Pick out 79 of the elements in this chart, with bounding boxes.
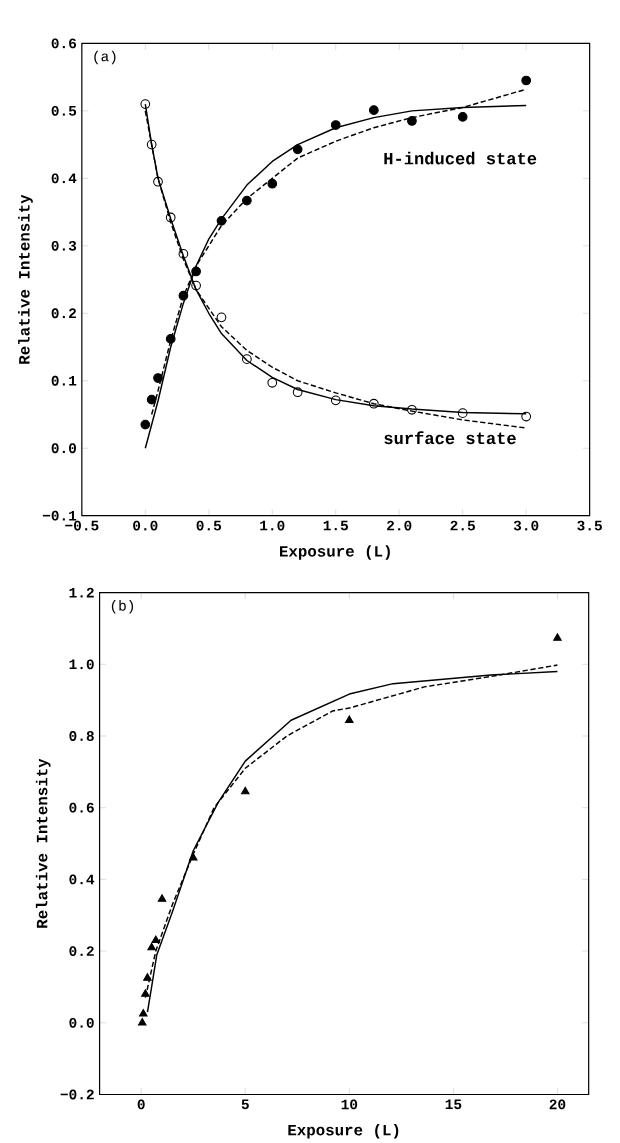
point bbox=[344, 715, 354, 723]
point bbox=[157, 894, 167, 902]
point bbox=[457, 112, 468, 122]
point bbox=[191, 280, 201, 291]
point bbox=[178, 249, 189, 259]
point bbox=[178, 290, 189, 301]
x-tick-label: 3.5 bbox=[577, 520, 602, 531]
point bbox=[138, 1008, 148, 1017]
point bbox=[165, 212, 176, 223]
point bbox=[191, 266, 201, 277]
point bbox=[267, 377, 278, 388]
point bbox=[406, 116, 417, 126]
y-tick-label: 0.0 bbox=[51, 443, 76, 454]
point bbox=[553, 633, 562, 641]
point bbox=[267, 178, 278, 189]
x-tick-label: 1.0 bbox=[260, 520, 285, 531]
annotation: (b) bbox=[111, 600, 133, 614]
point bbox=[140, 419, 151, 430]
point bbox=[330, 395, 341, 406]
annotation: H-induced state bbox=[384, 151, 537, 165]
point bbox=[147, 942, 156, 951]
point bbox=[292, 144, 303, 155]
point bbox=[137, 1017, 147, 1026]
point bbox=[241, 354, 252, 365]
y-tick-label: 0.4 bbox=[69, 874, 95, 885]
point bbox=[240, 786, 250, 795]
x-tick-label: 3.0 bbox=[513, 520, 539, 531]
y-tick-label: 0.2 bbox=[69, 946, 94, 957]
y-tick-label: 0.3 bbox=[51, 240, 77, 251]
point bbox=[140, 989, 150, 997]
y-tick-label: 0.1 bbox=[51, 375, 77, 386]
point bbox=[188, 853, 198, 861]
point bbox=[146, 139, 157, 150]
x-tick-label: 2.0 bbox=[386, 520, 412, 531]
x-tick-label: 0 bbox=[137, 1099, 145, 1110]
point bbox=[292, 387, 303, 398]
point bbox=[368, 398, 379, 409]
y-tick-label: −0.1 bbox=[42, 510, 77, 521]
point bbox=[330, 120, 341, 130]
x-tick-label: 10 bbox=[341, 1099, 358, 1110]
x-axis-title: Exposure (L) bbox=[279, 545, 390, 560]
x-tick-label: 0.0 bbox=[133, 520, 158, 531]
x-tick-label: −0.5 bbox=[65, 520, 99, 531]
y-axis-title: Relative Intensity bbox=[35, 758, 51, 928]
point bbox=[151, 935, 160, 944]
y-tick-label: 1.0 bbox=[69, 659, 94, 670]
point bbox=[153, 373, 163, 383]
point bbox=[457, 408, 468, 419]
point bbox=[406, 404, 417, 415]
x-tick-label: 0.5 bbox=[196, 520, 221, 531]
point bbox=[216, 215, 227, 226]
y-tick-label: 1.2 bbox=[69, 587, 94, 598]
point bbox=[143, 973, 152, 981]
y-axis-title: Relative Intensity bbox=[17, 194, 33, 364]
point bbox=[368, 105, 379, 116]
point bbox=[146, 394, 157, 405]
y-tick-label: 0.6 bbox=[51, 38, 76, 49]
point bbox=[216, 312, 227, 323]
x-tick-label: 15 bbox=[445, 1099, 462, 1110]
y-tick-label: 0.5 bbox=[51, 105, 76, 116]
point bbox=[241, 195, 252, 206]
y-tick-label: 0.6 bbox=[69, 802, 94, 813]
y-tick-label: 0.0 bbox=[69, 1017, 94, 1028]
x-tick-label: 2.5 bbox=[450, 520, 475, 531]
y-tick-label: 0.8 bbox=[69, 731, 94, 741]
annotation: surface state bbox=[384, 431, 516, 445]
y-tick-label: 0.2 bbox=[51, 308, 76, 319]
point bbox=[153, 176, 163, 187]
y-tick-label: −0.2 bbox=[60, 1089, 94, 1100]
point bbox=[521, 75, 531, 86]
x-tick-label: 20 bbox=[549, 1099, 566, 1110]
x-tick-label: 5 bbox=[241, 1099, 249, 1110]
y-tick-label: 0.4 bbox=[51, 173, 77, 184]
point bbox=[140, 99, 151, 109]
point bbox=[165, 334, 176, 344]
x-axis-title: Exposure (L) bbox=[288, 1123, 399, 1139]
x-tick-label: 1.5 bbox=[323, 520, 348, 531]
annotation: (a) bbox=[94, 50, 116, 65]
point bbox=[521, 411, 531, 422]
